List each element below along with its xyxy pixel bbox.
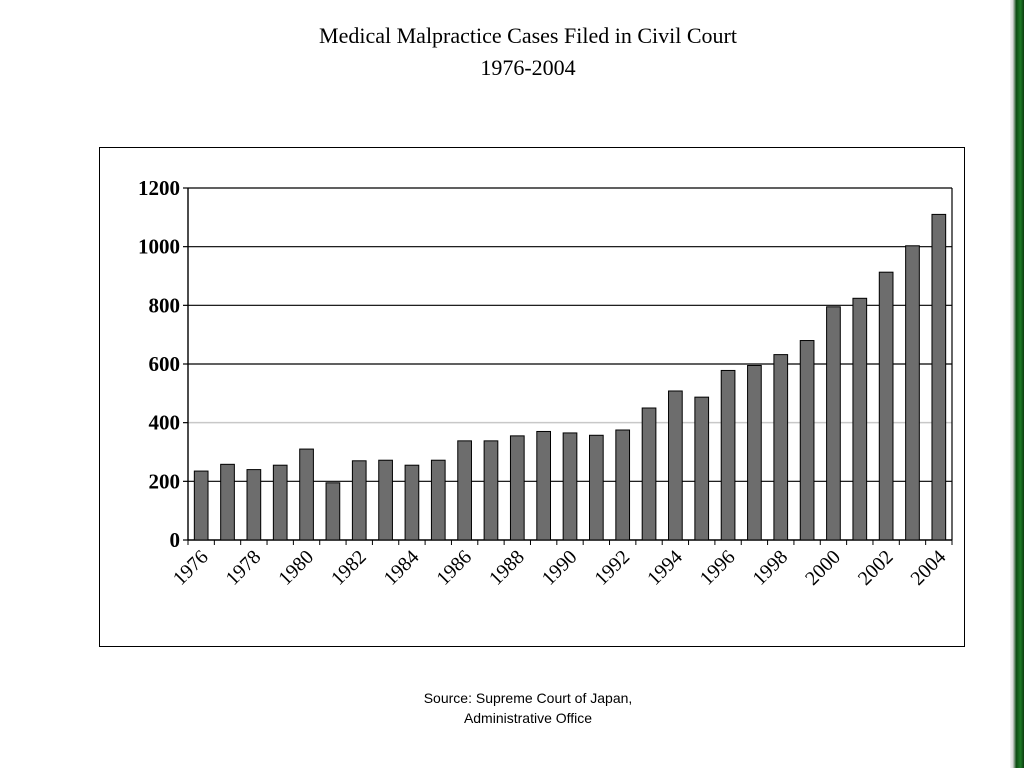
- bar-1993: [641, 407, 657, 541]
- x-tick-label-2002: 2002: [854, 546, 898, 590]
- bar-2000: [826, 306, 841, 541]
- chart-title-line-2: 1976-2004: [480, 55, 576, 80]
- x-tick-label-1996: 1996: [696, 546, 740, 590]
- bar-1984: [404, 464, 420, 541]
- bar-1978: [246, 469, 262, 541]
- bar-2002: [878, 271, 894, 541]
- y-tick-label-200: 200: [149, 469, 181, 493]
- source-line-1: Source: Supreme Court of Japan,: [423, 690, 633, 706]
- y-tick-label-1200: 1200: [138, 176, 180, 200]
- bar-1981: [325, 482, 341, 541]
- y-tick-label-1000: 1000: [138, 235, 180, 259]
- bar-2001: [852, 297, 868, 541]
- x-tick-label-1988: 1988: [485, 546, 529, 590]
- bar-1995: [694, 396, 710, 541]
- bar-1977: [220, 463, 235, 541]
- x-tick-label-1980: 1980: [274, 546, 318, 590]
- chart-title-line-1: Medical Malpractice Cases Filed in Civil…: [319, 23, 737, 48]
- bar-1990: [562, 432, 578, 541]
- bar-1998: [773, 354, 789, 541]
- bar-1996: [720, 369, 736, 541]
- x-tick-label-1982: 1982: [327, 546, 371, 590]
- bar-1994: [668, 390, 683, 541]
- x-tick-label-1976: 1976: [169, 546, 213, 590]
- bar-1986: [457, 440, 472, 541]
- chart-frame: 0 200 400 600 800 1000 1200 1976 1978 1980 1982 198…: [99, 147, 965, 647]
- bar-1980: [299, 448, 314, 541]
- x-tick-label-1992: 1992: [590, 546, 634, 590]
- bar-1983: [378, 459, 393, 541]
- bar-1987: [483, 440, 499, 541]
- x-tick-label-2000: 2000: [801, 546, 845, 590]
- x-tick-label-1978: 1978: [222, 546, 266, 590]
- y-tick-label-0: 0: [170, 528, 181, 552]
- bar-1989: [536, 430, 552, 541]
- chart-title: Medical Malpractice Cases Filed in Civil…: [0, 20, 1024, 84]
- y-tick-label-800: 800: [149, 293, 181, 317]
- source-note: Source: Supreme Court of Japan, Administ…: [0, 688, 1024, 728]
- bar-2004: [931, 213, 947, 541]
- bar-1988: [509, 435, 525, 541]
- x-tick-label-2004: 2004: [907, 546, 951, 590]
- right-edge-strip: [1010, 0, 1024, 768]
- bar-1991: [588, 434, 604, 541]
- y-tick-label-600: 600: [149, 352, 181, 376]
- x-tick-label-1998: 1998: [748, 546, 792, 590]
- bar-1985: [430, 459, 446, 541]
- bar-2003: [905, 245, 920, 541]
- bar-1992: [615, 429, 631, 541]
- x-tick-label-1984: 1984: [380, 546, 424, 590]
- bar-1999: [799, 340, 815, 541]
- x-tick-label-1990: 1990: [538, 546, 582, 590]
- x-tick-label-1994: 1994: [643, 546, 687, 590]
- bar-1979: [272, 464, 288, 541]
- bar-1982: [351, 460, 367, 541]
- bar-1997: [747, 364, 762, 541]
- bar-1976: [193, 470, 209, 541]
- x-tick-label-1986: 1986: [432, 546, 476, 590]
- source-line-2: Administrative Office: [463, 710, 593, 726]
- y-tick-label-400: 400: [149, 411, 181, 435]
